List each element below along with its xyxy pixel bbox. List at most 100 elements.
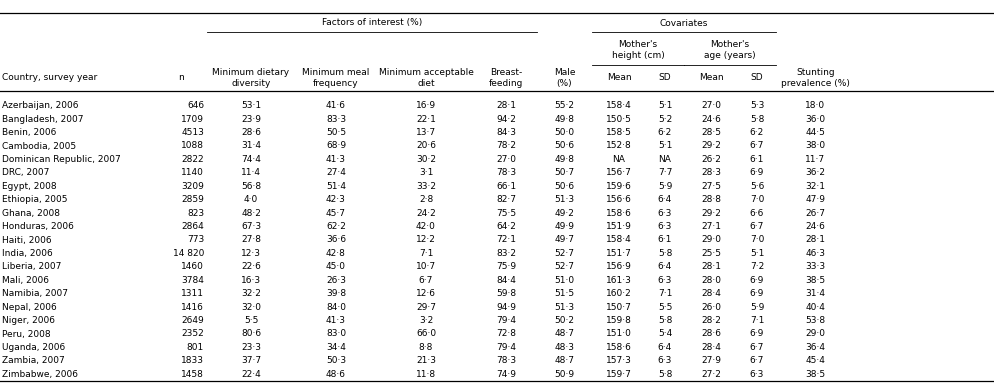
Text: 28·0: 28·0 — [701, 276, 721, 285]
Text: 12·2: 12·2 — [415, 236, 435, 244]
Text: 3·1: 3·1 — [418, 168, 432, 177]
Text: 28·4: 28·4 — [701, 289, 721, 298]
Text: 36·4: 36·4 — [805, 343, 825, 352]
Text: 21·3: 21·3 — [415, 357, 435, 365]
Text: 26·0: 26·0 — [701, 303, 721, 311]
Text: 83·3: 83·3 — [326, 115, 346, 124]
Text: 66·1: 66·1 — [495, 182, 516, 191]
Text: 156·9: 156·9 — [605, 262, 631, 271]
Text: 5·1: 5·1 — [657, 101, 672, 110]
Text: 27·0: 27·0 — [495, 155, 516, 164]
Text: 2·8: 2·8 — [418, 195, 432, 204]
Text: 47·9: 47·9 — [805, 195, 825, 204]
Text: 28·4: 28·4 — [701, 343, 721, 352]
Text: 2822: 2822 — [181, 155, 204, 164]
Text: 18·0: 18·0 — [804, 101, 825, 110]
Text: 49·8: 49·8 — [554, 115, 574, 124]
Text: 24·6: 24·6 — [805, 222, 825, 231]
Text: 7·0: 7·0 — [749, 195, 763, 204]
Text: 49·2: 49·2 — [554, 209, 574, 218]
Text: Breast-
feeding: Breast- feeding — [488, 68, 523, 88]
Text: 36·0: 36·0 — [804, 115, 825, 124]
Text: 28·6: 28·6 — [241, 128, 260, 137]
Text: 26·7: 26·7 — [805, 209, 825, 218]
Text: 159·7: 159·7 — [605, 370, 631, 379]
Text: 83·2: 83·2 — [495, 249, 516, 258]
Text: 28·6: 28·6 — [701, 330, 721, 338]
Text: 4·0: 4·0 — [244, 195, 257, 204]
Text: 32·1: 32·1 — [805, 182, 825, 191]
Text: 2649: 2649 — [181, 316, 204, 325]
Text: 16·3: 16·3 — [241, 276, 260, 285]
Text: 28·1: 28·1 — [805, 236, 825, 244]
Text: DRC, 2007: DRC, 2007 — [2, 168, 50, 177]
Text: 78·2: 78·2 — [495, 142, 516, 151]
Text: 7·1: 7·1 — [657, 289, 672, 298]
Text: 6·1: 6·1 — [657, 236, 672, 244]
Text: 38·5: 38·5 — [804, 370, 825, 379]
Text: 84·3: 84·3 — [495, 128, 516, 137]
Text: 13·7: 13·7 — [415, 128, 435, 137]
Text: 28·1: 28·1 — [495, 101, 516, 110]
Text: 41·3: 41·3 — [326, 155, 346, 164]
Text: 50·3: 50·3 — [326, 357, 346, 365]
Text: 78·3: 78·3 — [495, 168, 516, 177]
Text: 55·2: 55·2 — [554, 101, 574, 110]
Text: 45·0: 45·0 — [326, 262, 346, 271]
Text: 7·7: 7·7 — [657, 168, 672, 177]
Text: 27·8: 27·8 — [241, 236, 260, 244]
Text: 157·3: 157·3 — [605, 357, 631, 365]
Text: Country, survey year: Country, survey year — [2, 74, 97, 82]
Text: 68·9: 68·9 — [326, 142, 346, 151]
Text: 62·2: 62·2 — [326, 222, 346, 231]
Text: 50·6: 50·6 — [554, 182, 574, 191]
Text: 22·6: 22·6 — [241, 262, 260, 271]
Text: 1460: 1460 — [181, 262, 204, 271]
Text: 6·7: 6·7 — [749, 343, 763, 352]
Text: 46·3: 46·3 — [805, 249, 825, 258]
Text: 801: 801 — [187, 343, 204, 352]
Text: Mali, 2006: Mali, 2006 — [2, 276, 49, 285]
Text: 3·2: 3·2 — [418, 316, 432, 325]
Text: 158·6: 158·6 — [605, 343, 631, 352]
Text: Zimbabwe, 2006: Zimbabwe, 2006 — [2, 370, 78, 379]
Text: 160·2: 160·2 — [605, 289, 631, 298]
Text: 1458: 1458 — [181, 370, 204, 379]
Text: 66·0: 66·0 — [415, 330, 435, 338]
Text: 84·4: 84·4 — [496, 276, 516, 285]
Text: 53·8: 53·8 — [804, 316, 825, 325]
Text: 32·0: 32·0 — [241, 303, 260, 311]
Text: 6·2: 6·2 — [657, 128, 672, 137]
Text: 51·4: 51·4 — [326, 182, 346, 191]
Text: Minimum dietary
diversity: Minimum dietary diversity — [213, 68, 289, 88]
Text: 1709: 1709 — [181, 115, 204, 124]
Text: 48·7: 48·7 — [554, 357, 574, 365]
Text: 28·3: 28·3 — [701, 168, 721, 177]
Text: 84·0: 84·0 — [326, 303, 346, 311]
Text: 24·2: 24·2 — [415, 209, 435, 218]
Text: 156·6: 156·6 — [605, 195, 631, 204]
Text: 6·3: 6·3 — [657, 357, 672, 365]
Text: 5·4: 5·4 — [657, 330, 672, 338]
Text: 64·2: 64·2 — [496, 222, 516, 231]
Text: 42·0: 42·0 — [415, 222, 435, 231]
Text: Ghana, 2008: Ghana, 2008 — [2, 209, 60, 218]
Text: 27·0: 27·0 — [701, 101, 721, 110]
Text: 52·7: 52·7 — [554, 249, 574, 258]
Text: 37·7: 37·7 — [241, 357, 260, 365]
Text: 158·4: 158·4 — [605, 101, 631, 110]
Text: 7·1: 7·1 — [749, 316, 763, 325]
Text: Niger, 2006: Niger, 2006 — [2, 316, 55, 325]
Text: 48·3: 48·3 — [554, 343, 574, 352]
Text: 6·7: 6·7 — [749, 222, 763, 231]
Text: 5·6: 5·6 — [749, 182, 763, 191]
Text: 6·6: 6·6 — [749, 209, 763, 218]
Text: 11·8: 11·8 — [415, 370, 435, 379]
Text: 158·5: 158·5 — [605, 128, 631, 137]
Text: Namibia, 2007: Namibia, 2007 — [2, 289, 68, 298]
Text: Egypt, 2008: Egypt, 2008 — [2, 182, 57, 191]
Text: 159·8: 159·8 — [605, 316, 631, 325]
Text: 6·4: 6·4 — [657, 343, 672, 352]
Text: 6·4: 6·4 — [657, 262, 672, 271]
Text: 27·4: 27·4 — [326, 168, 346, 177]
